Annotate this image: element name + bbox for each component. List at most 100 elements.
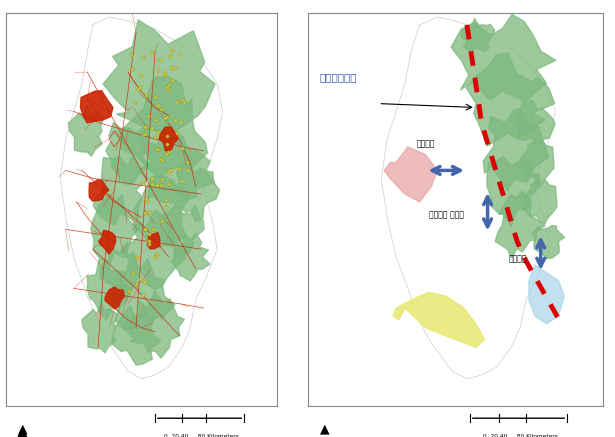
Point bbox=[147, 181, 157, 188]
Point bbox=[160, 72, 170, 79]
Point bbox=[177, 97, 187, 104]
Point bbox=[130, 98, 140, 105]
Polygon shape bbox=[133, 176, 189, 247]
Polygon shape bbox=[100, 241, 138, 298]
Polygon shape bbox=[123, 210, 186, 289]
Point bbox=[148, 225, 157, 232]
Text: 0  20 40     80 Kilometers: 0 20 40 80 Kilometers bbox=[164, 434, 239, 437]
Polygon shape bbox=[451, 14, 556, 102]
Polygon shape bbox=[523, 180, 557, 223]
Polygon shape bbox=[147, 232, 160, 249]
Text: 백두대간 주봉명: 백두대간 주봉명 bbox=[429, 211, 464, 220]
Point bbox=[141, 124, 151, 131]
Polygon shape bbox=[111, 305, 161, 365]
Polygon shape bbox=[120, 76, 208, 179]
Point bbox=[160, 114, 170, 121]
Point bbox=[150, 134, 160, 141]
Point bbox=[162, 141, 172, 148]
Point bbox=[124, 288, 134, 295]
Point bbox=[177, 177, 187, 184]
Point bbox=[144, 240, 154, 247]
Polygon shape bbox=[138, 121, 215, 204]
Polygon shape bbox=[91, 194, 138, 264]
Point bbox=[163, 85, 173, 92]
Polygon shape bbox=[173, 161, 220, 222]
Point bbox=[172, 130, 182, 137]
Text: ▲: ▲ bbox=[18, 422, 27, 435]
Point bbox=[174, 166, 184, 173]
Point bbox=[161, 151, 171, 158]
Point bbox=[175, 50, 185, 57]
Point bbox=[153, 101, 163, 108]
Point bbox=[157, 175, 167, 182]
Point bbox=[180, 99, 189, 106]
Point bbox=[166, 63, 176, 70]
Point bbox=[150, 253, 160, 260]
Point bbox=[143, 197, 153, 204]
Polygon shape bbox=[162, 204, 204, 258]
Point bbox=[140, 131, 150, 138]
Point bbox=[138, 292, 148, 299]
Text: ▲: ▲ bbox=[17, 424, 28, 437]
Point bbox=[137, 71, 146, 78]
Point bbox=[152, 182, 162, 189]
Point bbox=[181, 159, 191, 166]
Point bbox=[156, 105, 166, 112]
Polygon shape bbox=[68, 105, 104, 156]
Point bbox=[135, 84, 145, 91]
Point bbox=[148, 124, 157, 131]
Point bbox=[143, 112, 153, 119]
Point bbox=[162, 83, 172, 90]
Point bbox=[172, 99, 182, 106]
Point bbox=[156, 155, 165, 162]
Polygon shape bbox=[87, 259, 130, 320]
Point bbox=[126, 52, 136, 59]
Point bbox=[141, 196, 151, 203]
Point bbox=[144, 230, 154, 237]
Text: 근복경역: 근복경역 bbox=[417, 140, 435, 149]
Point bbox=[161, 203, 170, 210]
Polygon shape bbox=[529, 265, 565, 324]
Polygon shape bbox=[99, 230, 116, 254]
Point bbox=[131, 281, 141, 288]
Text: 0  20 40     80 Kilometers: 0 20 40 80 Kilometers bbox=[483, 434, 557, 437]
Point bbox=[144, 208, 154, 215]
Point bbox=[177, 145, 187, 152]
Text: 낙등중역: 낙등중역 bbox=[508, 254, 526, 263]
Point bbox=[181, 166, 191, 173]
Point bbox=[135, 275, 145, 282]
Polygon shape bbox=[171, 233, 210, 281]
Point bbox=[140, 209, 150, 216]
Polygon shape bbox=[111, 258, 175, 329]
Polygon shape bbox=[103, 20, 215, 139]
Point bbox=[162, 149, 172, 156]
Point bbox=[164, 82, 174, 89]
Polygon shape bbox=[159, 127, 178, 152]
Point bbox=[170, 116, 180, 123]
Polygon shape bbox=[495, 191, 545, 258]
Point bbox=[156, 182, 166, 189]
Polygon shape bbox=[393, 292, 485, 347]
Point bbox=[164, 180, 174, 187]
Point bbox=[138, 180, 148, 187]
Point bbox=[138, 131, 148, 138]
Polygon shape bbox=[532, 225, 565, 259]
Point bbox=[154, 145, 164, 152]
Point bbox=[127, 65, 137, 72]
Point bbox=[176, 119, 186, 126]
Polygon shape bbox=[105, 287, 124, 309]
Point bbox=[138, 53, 148, 60]
Text: ▲: ▲ bbox=[320, 422, 330, 435]
Point bbox=[152, 251, 162, 258]
Polygon shape bbox=[122, 291, 184, 358]
Point bbox=[162, 114, 172, 121]
Point bbox=[132, 254, 142, 261]
Point bbox=[167, 167, 177, 174]
Point bbox=[159, 69, 169, 76]
Point bbox=[167, 77, 177, 84]
Point bbox=[167, 47, 177, 54]
Polygon shape bbox=[487, 156, 541, 227]
Polygon shape bbox=[82, 302, 117, 353]
Point bbox=[162, 133, 172, 140]
Point bbox=[153, 66, 162, 73]
